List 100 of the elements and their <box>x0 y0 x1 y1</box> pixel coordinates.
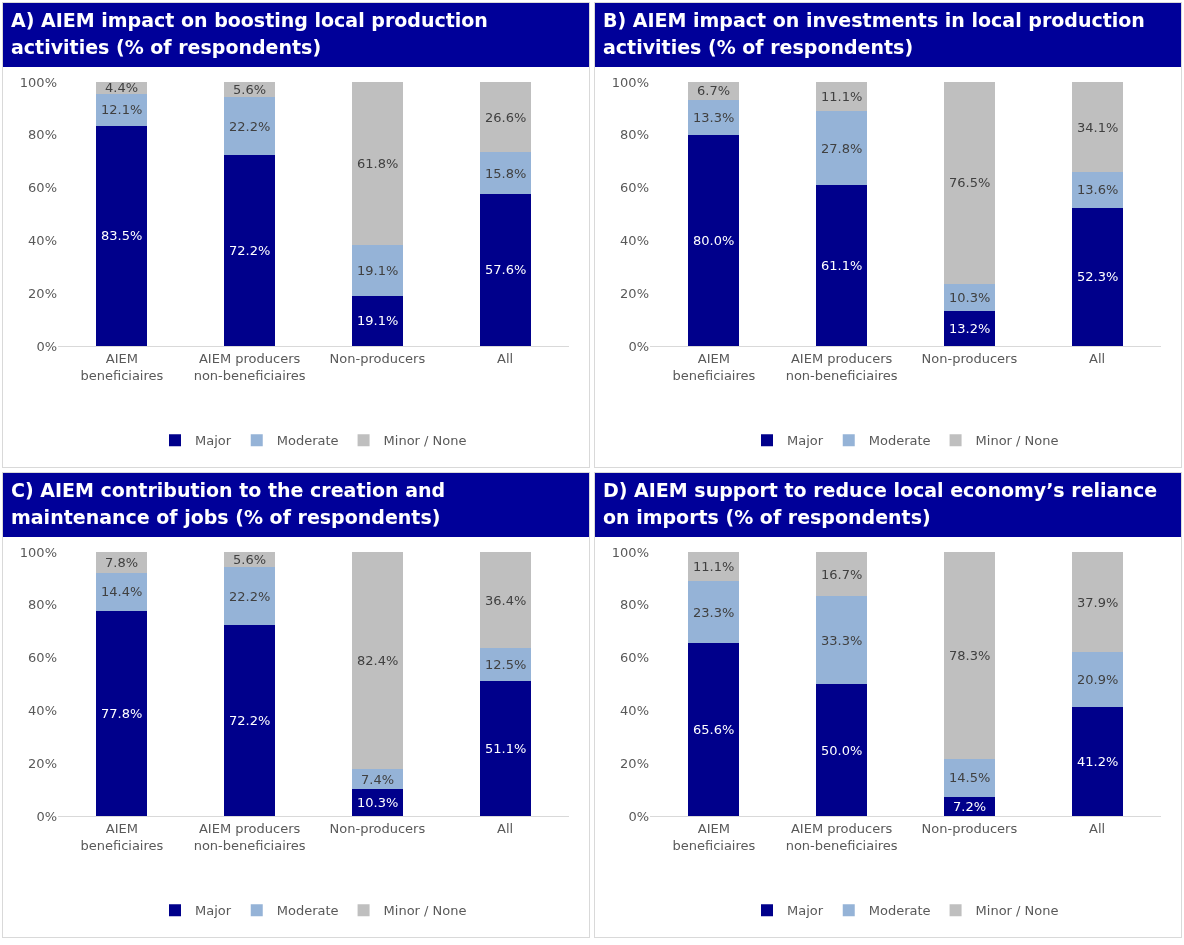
bar <box>688 642 740 816</box>
legend-label: Major <box>787 903 824 919</box>
bar <box>224 625 276 816</box>
data-label: 13.6% <box>1077 182 1119 197</box>
data-label: 4.4% <box>105 80 139 95</box>
data-label: 13.2% <box>949 321 991 336</box>
legend-label: Moderate <box>276 433 339 449</box>
bar <box>1071 707 1123 816</box>
y-tick-label: 60% <box>28 650 57 666</box>
data-label: 11.1% <box>693 559 735 574</box>
data-label: 50.0% <box>821 743 863 758</box>
data-label: 7.2% <box>953 799 987 814</box>
x-tick-label: All <box>1089 350 1106 366</box>
x-tick-label: AIEM beneficiaires <box>80 350 164 383</box>
data-label: 27.8% <box>821 141 863 156</box>
bar <box>1071 82 1123 173</box>
data-label: 72.2% <box>229 243 271 258</box>
data-label: 78.3% <box>949 648 991 663</box>
data-label: 12.1% <box>101 102 143 117</box>
legend-label: Minor / None <box>383 433 467 449</box>
data-label: 36.4% <box>485 593 527 608</box>
x-tick-label: AIEM beneficiaires <box>80 820 164 853</box>
data-label: 5.6% <box>233 552 267 567</box>
data-label: 11.1% <box>821 89 863 104</box>
legend-label: Major <box>787 433 824 449</box>
data-label: 15.8% <box>485 166 527 181</box>
bar <box>479 193 531 346</box>
data-label: 14.4% <box>101 584 143 599</box>
data-label: 76.5% <box>949 175 991 190</box>
x-tick-label: AIEM producers non-beneficiaires <box>785 820 898 853</box>
bar <box>816 184 868 346</box>
data-label: 83.5% <box>101 228 143 243</box>
y-tick-label: 60% <box>620 180 649 196</box>
data-label: 22.2% <box>229 589 271 604</box>
data-label: 7.4% <box>361 772 395 787</box>
y-tick-label: 20% <box>28 755 57 771</box>
data-label: 34.1% <box>1077 120 1119 135</box>
data-label: 5.6% <box>233 82 267 97</box>
y-tick-label: 20% <box>620 755 649 771</box>
legend-label: Minor / None <box>975 903 1059 919</box>
bar <box>1071 552 1123 653</box>
y-tick-label: 100% <box>611 544 649 560</box>
bar <box>688 99 740 135</box>
bar <box>1071 207 1123 346</box>
bar <box>224 96 276 156</box>
data-label: 20.9% <box>1077 672 1119 687</box>
x-tick-label: AIEM producers non-beneficiaires <box>193 350 306 383</box>
bar <box>1071 172 1123 208</box>
bar <box>688 581 740 643</box>
bar <box>96 610 148 816</box>
chart-title: D) AIEM support to reduce local economy’s reliance on imports (% of respondents) <box>595 473 1181 537</box>
bar <box>479 552 531 649</box>
y-tick-label: 20% <box>620 285 649 301</box>
y-tick-label: 100% <box>611 74 649 90</box>
legend-label: Moderate <box>276 903 339 919</box>
x-tick-label: All <box>497 350 514 366</box>
x-tick-label: AIEM beneficiaires <box>672 350 756 383</box>
bar <box>943 311 995 346</box>
legend-label: Moderate <box>868 903 931 919</box>
data-label: 77.8% <box>101 706 143 721</box>
data-label: 82.4% <box>357 653 399 668</box>
data-label: 61.1% <box>821 258 863 273</box>
y-tick-label: 20% <box>28 285 57 301</box>
data-label: 65.6% <box>693 722 735 737</box>
chart-title: C) AIEM contribution to the creation and maintenance of jobs (% of respondents) <box>3 473 589 537</box>
data-label: 41.2% <box>1077 754 1119 769</box>
y-tick-label: 0% <box>628 808 649 824</box>
data-label: 7.8% <box>105 555 139 570</box>
y-tick-label: 60% <box>28 180 57 196</box>
data-label: 23.3% <box>693 605 735 620</box>
x-tick-label: All <box>497 820 514 836</box>
legend-label: Minor / None <box>975 433 1059 449</box>
y-tick-label: 0% <box>36 338 57 354</box>
data-label: 6.7% <box>697 83 731 98</box>
bar <box>479 152 531 194</box>
data-label: 61.8% <box>357 156 399 171</box>
bar <box>96 572 148 611</box>
y-tick-label: 100% <box>19 74 57 90</box>
legend-label: Moderate <box>868 433 931 449</box>
data-label: 57.6% <box>485 262 527 277</box>
data-label: 12.5% <box>485 657 527 672</box>
bar <box>816 111 868 185</box>
bar <box>224 566 276 626</box>
x-tick-label: AIEM beneficiaires <box>672 820 756 853</box>
data-label: 72.2% <box>229 713 271 728</box>
bar <box>816 552 868 597</box>
bar <box>943 82 995 284</box>
data-label: 16.7% <box>821 567 863 582</box>
data-label: 22.2% <box>229 119 271 134</box>
data-label: 37.9% <box>1077 595 1119 610</box>
bar <box>816 684 868 816</box>
bar <box>351 245 403 296</box>
x-tick-label: Non-producers <box>921 350 1018 366</box>
chart-title: B) AIEM impact on investments in local production activities (% of respondents) <box>595 3 1181 67</box>
data-label: 10.3% <box>949 290 991 305</box>
bar <box>96 93 148 126</box>
x-tick-label: AIEM producers non-beneficiaires <box>785 350 898 383</box>
bar <box>479 681 531 816</box>
data-label: 19.1% <box>357 313 399 328</box>
data-label: 33.3% <box>821 633 863 648</box>
